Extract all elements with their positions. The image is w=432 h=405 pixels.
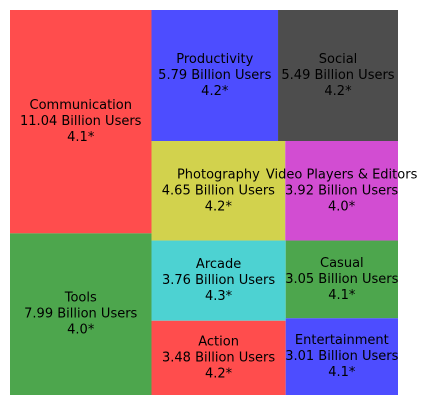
- value-label: 3.01 Billion Users: [285, 349, 398, 364]
- category-label: Social: [319, 52, 358, 67]
- treemap-rect: [151, 141, 286, 241]
- rating-label: 4.2*: [205, 366, 233, 381]
- value-label: 3.48 Billion Users: [162, 350, 275, 365]
- treemap-rect: [285, 141, 398, 241]
- treemap-rect: [10, 10, 152, 234]
- category-label: Entertainment: [295, 333, 389, 348]
- rating-label: 4.0*: [67, 323, 95, 338]
- treemap-rect: [10, 233, 152, 395]
- rating-label: 4.2*: [205, 199, 233, 214]
- category-label: Arcade: [196, 257, 241, 272]
- treemap-rect: [151, 240, 286, 321]
- value-label: 5.79 Billion Users: [158, 68, 271, 83]
- value-label: 4.65 Billion Users: [162, 183, 275, 198]
- value-label: 3.05 Billion Users: [285, 272, 398, 287]
- category-label: Action: [198, 334, 239, 349]
- value-label: 3.76 Billion Users: [162, 273, 275, 288]
- category-label: Productivity: [176, 52, 253, 67]
- value-label: 5.49 Billion Users: [281, 68, 394, 83]
- rating-label: 4.3*: [205, 289, 233, 304]
- rating-label: 4.2*: [324, 84, 352, 99]
- category-label: Tools: [64, 291, 97, 306]
- treemap-rect: [151, 320, 286, 395]
- treemap-rect: [285, 240, 398, 319]
- value-label: 11.04 Billion Users: [20, 114, 142, 129]
- category-label: Video Players & Editors: [266, 167, 418, 182]
- rating-label: 4.0*: [328, 199, 356, 214]
- rating-label: 4.1*: [328, 288, 356, 303]
- value-label: 7.99 Billion Users: [24, 307, 137, 322]
- treemap-rect: [285, 318, 398, 395]
- rating-label: 4.1*: [67, 130, 95, 145]
- category-label: Communication: [30, 98, 132, 113]
- rating-label: 4.2*: [201, 84, 229, 99]
- rating-label: 4.1*: [328, 365, 356, 380]
- category-label: Casual: [320, 256, 364, 271]
- treemap-rect: [151, 10, 279, 142]
- treemap-rect: [278, 10, 398, 142]
- value-label: 3.92 Billion Users: [285, 183, 398, 198]
- category-label: Photography: [177, 167, 260, 182]
